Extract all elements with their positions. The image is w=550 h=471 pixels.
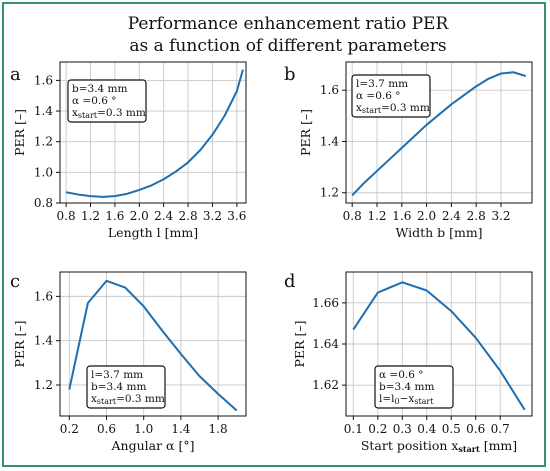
annotation-line: xstart=0.3 mm [356,102,430,115]
series-line [352,281,526,411]
x-axis-label: Width b [mm] [395,225,482,240]
series-line [68,279,238,412]
x-tick-label: 1.2 [367,209,386,223]
y-tick-label: 1.66 [312,296,339,310]
panel-c: 0.2 0.6 1.0 1.4 1.8 1.2 1.4 1.6 Angular α [°] PER… [10,271,247,453]
x-tick-label: 1.6 [105,209,124,223]
panel-a: 0.8 1.2 1.6 2.0 2.4 2.8 3.2 3.6 0.8 1.0 1.2 1.4 1.6 L… [10,61,247,240]
y-tick-label: 1.4 [34,104,53,118]
x-tick-label: 1.4 [171,422,190,436]
x-tick-label: 0.7 [491,422,510,436]
x-tick-label: 0.8 [343,209,362,223]
y-axis-label: PER [–] [12,321,27,368]
figure-title-line1: Performance enhancement ratio PER [128,14,450,34]
y-tick-label: 1.2 [34,135,53,149]
y-tick-label: 1.4 [320,134,339,148]
x-tick-label: 2.0 [417,209,436,223]
y-tick-label: 1.6 [34,289,53,303]
x-tick-label: 0.5 [442,422,461,436]
plot-frame [59,271,247,417]
x-tick-label: 1.2 [81,209,100,223]
x-tick-label: 2.4 [442,209,461,223]
panel-d: 0.1 0.2 0.3 0.4 0.5 0.6 0.7 1.62 1.64 1.66 Start p… [284,271,533,454]
y-axis-label: PER [–] [292,321,307,368]
y-tick-label: 1.64 [312,337,339,351]
annotation-line: l=3.7 mm [91,369,143,381]
annotation-line: l=l0−xstart [379,393,434,406]
x-tick-label: 0.2 [60,422,79,436]
annotation-frame [67,79,147,123]
x-tick-label: 3.2 [203,209,222,223]
annotation-frame [86,365,166,409]
annotation-box: b=3.4 mmα =0.6 °xstart=0.3 mm [67,79,147,123]
panel-letter: d [284,271,296,292]
x-tick-label: 0.4 [417,422,436,436]
x-tick-label: 2.4 [154,209,173,223]
figure-title-line2: as a function of different parameters [129,36,446,56]
x-tick-label: 1.6 [392,209,411,223]
y-axis-label: PER [–] [298,109,313,156]
y-axis-label: PER [–] [12,109,27,156]
annotation-line: b=3.4 mm [379,381,435,393]
x-tick-label: 1.8 [209,422,228,436]
annotation-line: α =0.6 ° [72,95,117,107]
x-tick-label: 0.3 [393,422,412,436]
series-line [351,71,527,197]
x-tick-label: 0.6 [97,422,116,436]
x-tick-label: 2.0 [130,209,149,223]
plot-frame [59,61,247,204]
y-tick-label: 1.62 [312,378,339,392]
y-tick-label: 1.0 [34,165,53,179]
y-tick-label: 0.8 [34,196,53,210]
x-tick-label: 0.8 [57,209,76,223]
y-tick-label: 1.2 [34,378,53,392]
annotation-line: α =0.6 ° [379,369,424,381]
x-tick-label: 3.6 [227,209,246,223]
chart-panels: 0.8 1.2 1.6 2.0 2.4 2.8 3.2 3.6 0.8 1.0 1.2 1.4 1.6 L… [10,61,533,454]
panel-letter: b [284,64,296,85]
y-tick-label: 1.2 [320,186,339,200]
annotation-line: b=3.4 mm [91,381,147,393]
x-tick-label: 2.8 [467,209,486,223]
plot-frame [345,61,533,204]
annotation-frame [374,365,454,409]
x-axis-label: Length l [mm] [108,225,198,240]
x-tick-label: 0.2 [368,422,387,436]
x-tick-label: 3.2 [491,209,510,223]
annotation-line: xstart=0.3 mm [72,107,146,120]
x-axis-label: Start position xstart [mm] [361,438,517,454]
annotation-box: α =0.6 °b=3.4 mml=l0−xstart [374,365,454,409]
panel-letter: a [10,64,21,85]
annotation-line: b=3.4 mm [72,83,128,95]
annotation-box: l=3.7 mmα =0.6 °xstart=0.3 mm [351,74,431,118]
panel-b: 0.8 1.2 1.6 2.0 2.4 2.8 3.2 1.2 1.4 1.6 Width b [m… [284,61,533,240]
panel-letter: c [10,271,20,292]
annotation-line: xstart=0.3 mm [91,393,165,406]
x-tick-label: 2.8 [179,209,198,223]
annotation-frame [351,74,431,118]
y-tick-label: 1.6 [320,83,339,97]
x-axis-label: Angular α [°] [111,438,195,453]
x-tick-label: 1.0 [134,422,153,436]
y-tick-label: 1.4 [34,334,53,348]
x-tick-label: 0.1 [344,422,363,436]
annotation-line: l=3.7 mm [356,78,408,90]
annotation-line: α =0.6 ° [356,90,401,102]
series-line [65,69,244,198]
x-tick-label: 0.6 [466,422,485,436]
y-tick-label: 1.6 [34,73,53,87]
